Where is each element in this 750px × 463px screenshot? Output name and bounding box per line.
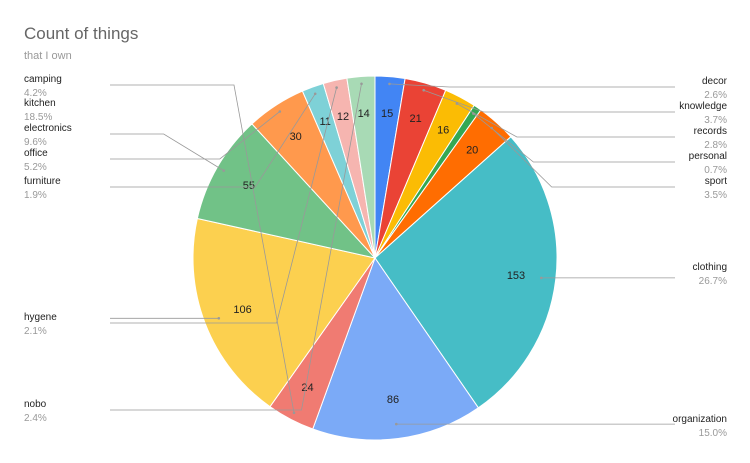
percent-label-clothing: 26.7% bbox=[699, 276, 727, 287]
category-label-decor: decor bbox=[702, 76, 728, 87]
category-label-knowledge: knowledge bbox=[679, 101, 727, 112]
leader-line-nobo bbox=[110, 83, 362, 411]
percent-label-knowledge: 3.7% bbox=[704, 115, 727, 126]
category-label-sport: sport bbox=[705, 176, 727, 187]
value-label-nobo: 14 bbox=[358, 108, 370, 120]
value-label-decor: 15 bbox=[381, 108, 393, 120]
leader-dot-records bbox=[455, 102, 459, 105]
leader-dot-organization bbox=[395, 422, 398, 426]
leader-dot-clothing bbox=[540, 276, 543, 280]
category-label-organization: organization bbox=[673, 414, 727, 425]
leader-dot-furniture bbox=[313, 92, 317, 96]
percent-label-hygene: 2.1% bbox=[24, 326, 47, 337]
leader-dot-decor bbox=[388, 82, 391, 86]
chart-subtitle: that I own bbox=[24, 50, 72, 62]
value-label-office: 30 bbox=[290, 131, 302, 143]
leader-dot-office bbox=[278, 110, 282, 113]
leader-line-camping bbox=[110, 84, 295, 413]
leader-dot-personal bbox=[472, 112, 475, 115]
leader-line-furniture bbox=[110, 93, 316, 188]
chart-title: Count of things bbox=[24, 24, 138, 43]
leader-line-hygene bbox=[110, 87, 337, 324]
category-label-electronics: electronics bbox=[24, 123, 72, 134]
leader-dot-camping bbox=[292, 411, 296, 415]
value-label-records: 16 bbox=[437, 124, 449, 136]
leader-dot-sport bbox=[490, 126, 494, 130]
leader-dot-knowledge bbox=[422, 88, 426, 92]
percent-label-sport: 3.5% bbox=[704, 190, 727, 201]
value-label-hygene: 12 bbox=[337, 111, 349, 123]
leader-line-electronics bbox=[110, 133, 224, 171]
leader-dot-nobo bbox=[360, 82, 363, 86]
category-label-personal: personal bbox=[689, 151, 727, 162]
value-label-clothing: 153 bbox=[507, 270, 525, 282]
percent-label-personal: 0.7% bbox=[704, 165, 727, 176]
leader-dot-hygene bbox=[335, 86, 338, 89]
slice-nobo bbox=[346, 75, 376, 259]
percent-label-nobo: 2.4% bbox=[24, 413, 47, 424]
pie-slices bbox=[192, 75, 558, 441]
slice-clothing bbox=[374, 136, 558, 409]
leader-line-office bbox=[110, 111, 281, 160]
slice-kitchen bbox=[192, 217, 376, 408]
value-label-organization: 86 bbox=[387, 394, 399, 406]
percent-label-organization: 15.0% bbox=[699, 428, 727, 439]
percent-label-kitchen: 18.5% bbox=[24, 112, 52, 123]
percent-label-office: 5.2% bbox=[24, 162, 47, 173]
slice-organization bbox=[312, 256, 480, 441]
value-label-camping: 24 bbox=[301, 382, 313, 394]
category-label-camping: camping bbox=[24, 74, 62, 85]
leader-lines bbox=[110, 82, 675, 426]
leader-dot-kitchen bbox=[217, 317, 221, 320]
category-label-kitchen: kitchen bbox=[24, 98, 56, 109]
leader-line-decor bbox=[389, 83, 675, 88]
percent-label-records: 2.8% bbox=[704, 140, 727, 151]
category-label-records: records bbox=[694, 126, 727, 137]
category-label-nobo: nobo bbox=[24, 399, 47, 410]
category-label-hygene: hygene bbox=[24, 312, 57, 323]
leader-line-records bbox=[456, 103, 675, 138]
percent-label-furniture: 1.9% bbox=[24, 190, 47, 201]
leader-line-sport bbox=[491, 127, 675, 188]
leader-line-knowledge bbox=[423, 89, 675, 113]
value-label-knowledge: 21 bbox=[409, 113, 421, 125]
category-label-office: office bbox=[24, 148, 48, 159]
value-label-kitchen: 106 bbox=[233, 304, 251, 316]
percent-label-electronics: 9.6% bbox=[24, 137, 47, 148]
percent-label-camping: 4.2% bbox=[24, 88, 47, 99]
value-label-furniture: 11 bbox=[319, 116, 330, 128]
category-label-clothing: clothing bbox=[693, 262, 727, 273]
slice-category-labels: decor 2.6%knowledge 3.7%records 2.8%persona… bbox=[24, 74, 728, 439]
value-label-sport: 20 bbox=[466, 145, 478, 157]
percent-label-decor: 2.6% bbox=[704, 90, 727, 101]
category-label-furniture: furniture bbox=[24, 176, 61, 187]
leader-dot-electronics bbox=[222, 169, 225, 172]
